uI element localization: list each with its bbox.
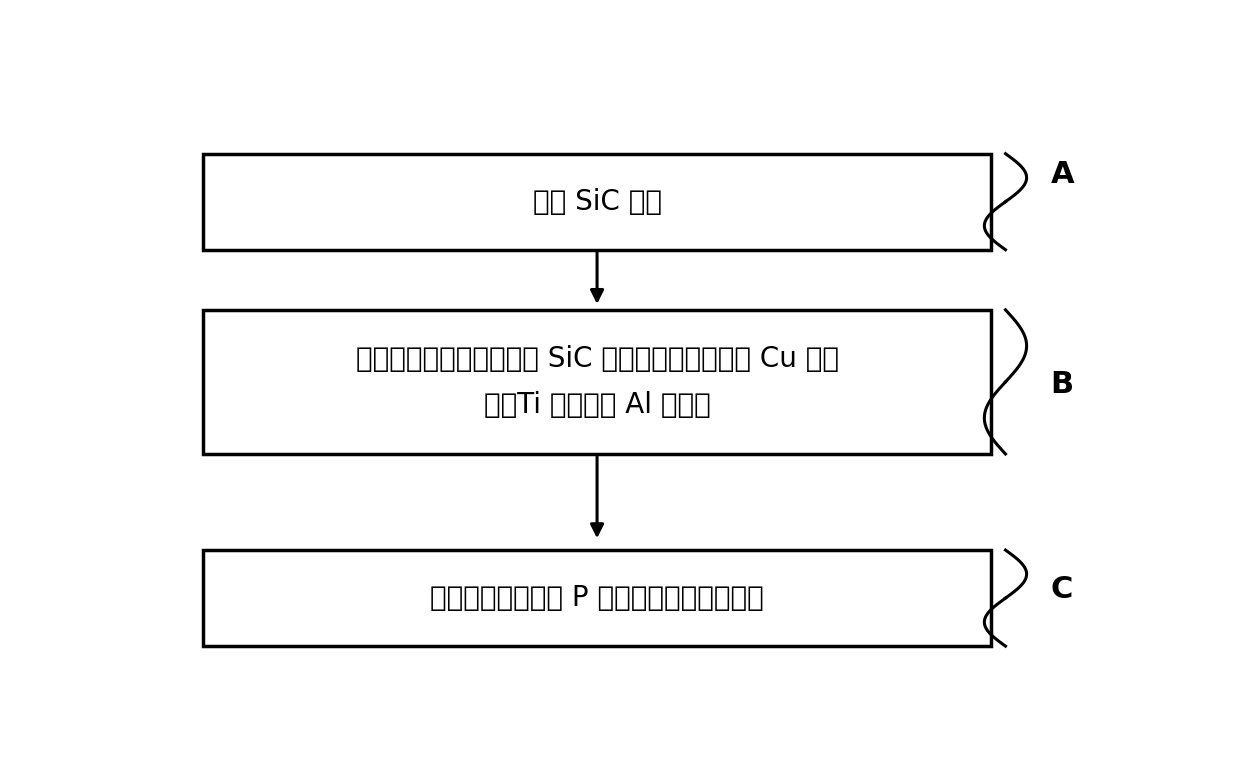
Text: 快速退火形成所述 P 型碳化硅欧姆接触结构: 快速退火形成所述 P 型碳化硅欧姆接触结构 [430,584,764,612]
Text: 利用磁控溅射工艺在所述 SiC 外延层表面依次淀积 Cu 金属
层、Ti 金属层及 Al 金属层: 利用磁控溅射工艺在所述 SiC 外延层表面依次淀积 Cu 金属 层、Ti 金属层… [356,345,838,419]
FancyBboxPatch shape [203,154,991,250]
Text: B: B [1050,370,1074,399]
Text: C: C [1050,575,1073,604]
Text: A: A [1050,160,1074,190]
FancyBboxPatch shape [203,310,991,454]
FancyBboxPatch shape [203,550,991,646]
Text: 制作 SiC 衬底: 制作 SiC 衬底 [532,188,662,216]
